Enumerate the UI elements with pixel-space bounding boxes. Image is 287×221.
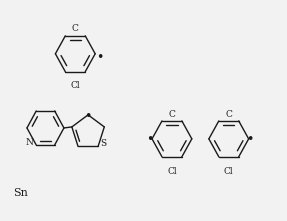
Text: C: C	[225, 110, 232, 119]
Text: Cl: Cl	[71, 81, 80, 90]
Text: Cl: Cl	[224, 167, 234, 176]
Text: C: C	[72, 24, 79, 33]
Text: S: S	[100, 139, 106, 148]
Text: •: •	[247, 133, 254, 147]
Text: C: C	[168, 110, 175, 119]
Text: •: •	[146, 133, 154, 147]
Text: •: •	[84, 110, 92, 123]
Text: •: •	[96, 51, 103, 63]
Text: Sn: Sn	[13, 189, 28, 198]
Text: N: N	[25, 138, 33, 147]
Text: Cl: Cl	[167, 167, 177, 176]
